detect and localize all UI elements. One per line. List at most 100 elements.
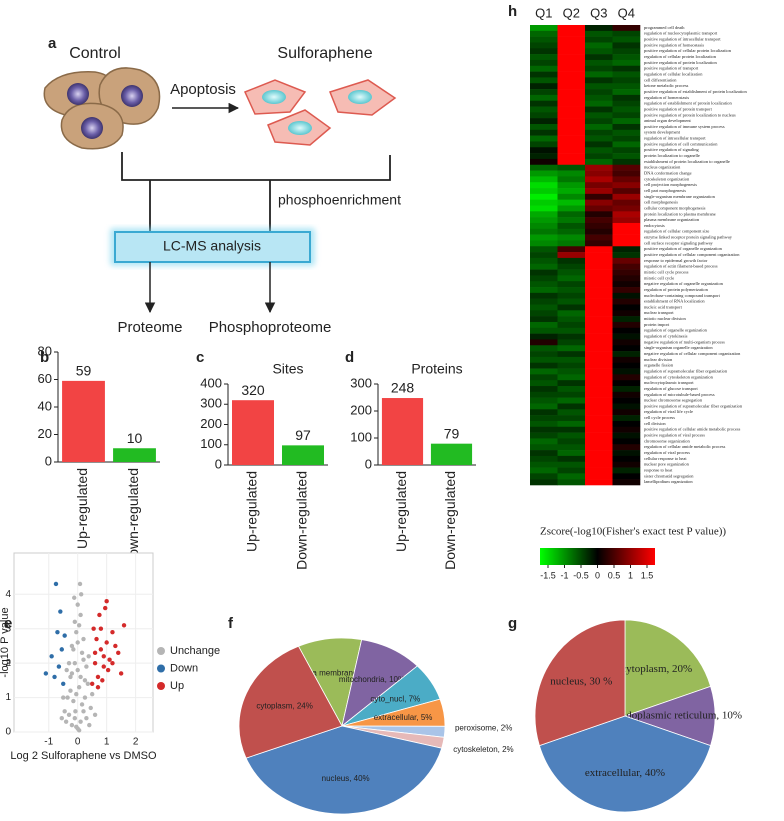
slice-label: peroxisome, 2% — [455, 723, 512, 732]
row-label: cell cycle process — [644, 415, 675, 420]
nucleus — [81, 117, 103, 139]
cell — [530, 141, 558, 148]
point — [68, 674, 73, 680]
cell — [585, 368, 613, 375]
row-label: positive regulation of immune system pro… — [644, 124, 725, 129]
cell — [585, 420, 613, 428]
cell — [530, 426, 558, 433]
row-label: sister chromatid segregation — [644, 473, 694, 478]
cell — [557, 205, 586, 212]
point — [84, 716, 89, 721]
legend-label: Down — [170, 662, 198, 674]
colorbar-tick-label: -0.5 — [573, 570, 589, 580]
cell — [585, 42, 613, 49]
point — [59, 716, 64, 721]
y-tick-label: 60 — [38, 371, 52, 386]
row-label: cell projection morphogenesis — [644, 182, 697, 187]
point — [81, 657, 86, 662]
slice-label: cyto_nucl, 7% — [370, 694, 420, 703]
row-label: cytoskeleton organization — [644, 176, 690, 181]
cell — [585, 106, 613, 113]
point — [43, 671, 49, 676]
cell — [530, 83, 558, 90]
cell — [585, 164, 613, 171]
point — [98, 626, 104, 631]
row-label: nucleocytoplasmic transport — [644, 380, 694, 385]
cell — [557, 391, 586, 398]
cell — [585, 257, 613, 265]
cell — [530, 153, 558, 160]
row-label: positive regulation of supramolecular fi… — [644, 403, 743, 408]
row-label: positive regulation of transport — [644, 66, 699, 71]
value-label: 10 — [127, 430, 143, 446]
row-label: regulation of establishment of protein l… — [644, 101, 732, 106]
cell — [612, 176, 641, 183]
cell — [530, 287, 558, 294]
point — [92, 650, 98, 656]
cell — [557, 129, 586, 136]
row-label: positive regulation of signaling — [644, 147, 700, 152]
label: Apoptosis — [170, 81, 236, 98]
cell — [557, 217, 586, 224]
cell — [557, 100, 586, 107]
cell — [585, 362, 613, 369]
cell — [530, 48, 558, 55]
cell — [530, 310, 558, 317]
point — [101, 654, 106, 659]
cell — [557, 444, 586, 451]
cell — [530, 89, 558, 96]
slice-label: mitochondria, 10% — [339, 675, 405, 684]
cell — [557, 170, 586, 177]
row-label: positive regulation of protein transport — [644, 106, 713, 111]
cell — [530, 188, 558, 195]
cell — [612, 310, 641, 317]
point — [55, 629, 60, 635]
cell — [530, 374, 558, 381]
cell — [585, 444, 613, 451]
point — [59, 647, 64, 652]
cell — [530, 228, 558, 235]
point — [79, 650, 85, 656]
panel-label: a — [48, 35, 57, 52]
panel-label: g — [508, 615, 517, 632]
row-label: response to epidermal growth factor — [644, 258, 708, 263]
label: Proteome — [117, 319, 182, 336]
value-label: 79 — [444, 425, 460, 441]
x-tick-label: 0 — [75, 737, 81, 748]
cell — [530, 129, 558, 136]
slice — [238, 645, 343, 759]
row-label: positive regulation of organelle organiz… — [644, 246, 723, 251]
cell — [612, 380, 641, 387]
column-label: Q4 — [618, 5, 635, 20]
y-tick-label: 0 — [215, 456, 222, 471]
cell — [530, 118, 558, 125]
cell — [530, 182, 558, 189]
point — [63, 719, 69, 724]
row-label: positive regulation of cellular amide me… — [644, 427, 741, 432]
cell — [557, 211, 586, 218]
row-label: positive regulation of cellular protein … — [644, 48, 732, 53]
bar — [282, 445, 324, 465]
cell — [530, 356, 558, 364]
row-label: regulation of cellular localization — [644, 72, 703, 77]
point — [110, 660, 115, 666]
cell — [585, 240, 613, 247]
cell — [530, 281, 558, 288]
cell — [530, 257, 558, 265]
cell — [557, 42, 586, 49]
row-label: negative regulation of cellular componen… — [644, 351, 741, 356]
slice-label: nucleus, 40% — [322, 774, 370, 783]
row-label: programmed cell death — [644, 25, 685, 30]
point — [76, 728, 82, 733]
point — [71, 647, 76, 652]
cell — [557, 94, 586, 101]
cell — [612, 199, 641, 206]
point — [113, 643, 118, 649]
cell — [530, 292, 558, 299]
cell — [530, 351, 558, 358]
cell — [585, 147, 613, 154]
cell — [612, 298, 641, 305]
row-label: protein localization to organelle — [644, 153, 700, 158]
cell — [612, 415, 641, 422]
cell — [530, 333, 558, 340]
